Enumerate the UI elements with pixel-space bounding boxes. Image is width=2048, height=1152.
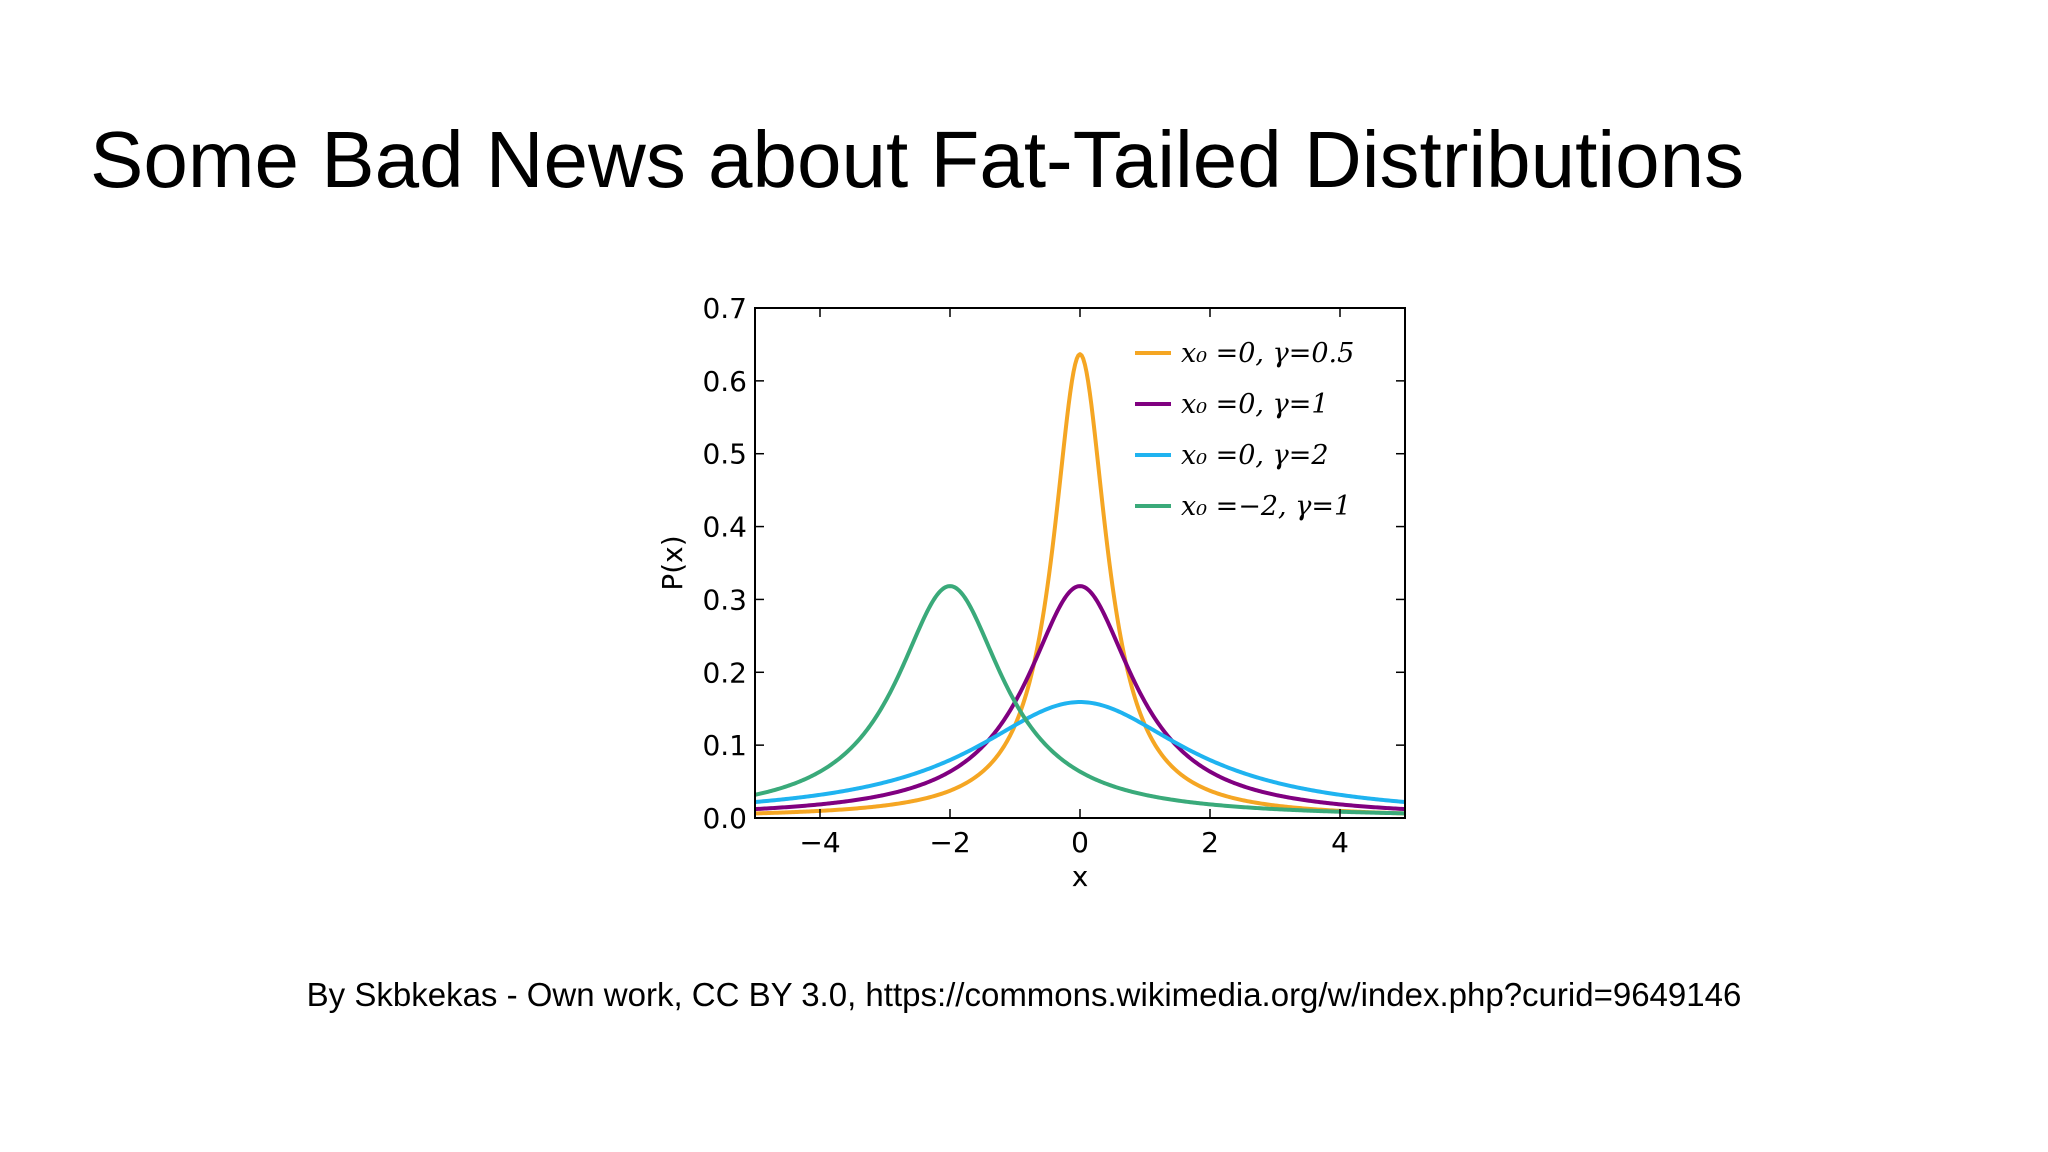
y-tick-label: 0.3 (702, 583, 747, 616)
y-tick-label: 0.1 (702, 729, 747, 762)
series-line-2 (754, 584, 1406, 812)
y-axis-label: P(x) (656, 535, 689, 590)
x-tick-label: −2 (929, 826, 970, 859)
image-attribution-caption: By Skbkekas - Own work, CC BY 3.0, https… (306, 976, 1742, 1013)
slide-title: Some Bad News about Fat-Tailed Distribut… (90, 115, 1745, 204)
x-tick-label: 2 (1201, 826, 1219, 859)
axis-ticks (755, 307, 1405, 819)
y-tick-label: 0.6 (702, 365, 747, 398)
series-line-4 (754, 584, 1406, 816)
cauchy-distribution-chart: −4 −2 0 2 4 0.0 0.1 0.2 0.3 0.4 0.5 0.6 0.7 x P(x) x… (656, 292, 1406, 893)
legend: x₀ =0, γ=0.5 x₀ =0, γ=1 x₀ =0, γ=2 x₀ =−2, … (1135, 338, 1354, 522)
series-line-1 (754, 352, 1406, 816)
x-tick-label: −4 (799, 826, 840, 859)
legend-label-4: x₀ =−2, γ=1 (1181, 491, 1351, 522)
legend-label-3: x₀ =0, γ=2 (1181, 440, 1329, 471)
y-tick-label: 0.0 (702, 802, 747, 835)
series-curves (754, 352, 1406, 816)
y-tick-label: 0.2 (702, 656, 747, 689)
y-tick-label: 0.7 (702, 292, 747, 325)
series-line-3 (754, 700, 1406, 805)
legend-label-1: x₀ =0, γ=0.5 (1181, 338, 1354, 369)
x-axis-label: x (1072, 860, 1089, 893)
y-tick-label: 0.4 (702, 511, 747, 544)
x-tick-label: 4 (1331, 826, 1349, 859)
axis-tick-labels: −4 −2 0 2 4 0.0 0.1 0.2 0.3 0.4 0.5 0.6 0.7 (702, 292, 1348, 859)
legend-label-2: x₀ =0, γ=1 (1181, 389, 1329, 420)
x-tick-label: 0 (1071, 826, 1089, 859)
y-tick-label: 0.5 (702, 438, 747, 471)
plot-frame (754, 307, 1406, 819)
